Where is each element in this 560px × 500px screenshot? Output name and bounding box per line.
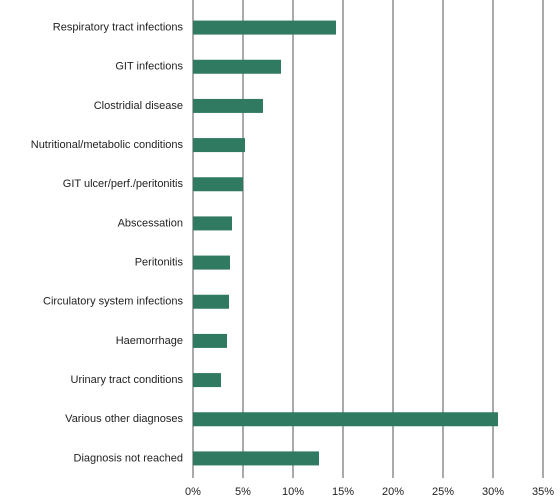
bar xyxy=(193,294,229,309)
bar xyxy=(193,138,245,153)
y-tick-label: Abscessation xyxy=(118,217,183,229)
x-tick-label: 10% xyxy=(282,486,304,498)
bar xyxy=(193,59,281,74)
y-tick-label: GIT ulcer/perf./peritonitis xyxy=(63,178,184,190)
x-tick-label: 25% xyxy=(432,486,454,498)
x-tick-label: 20% xyxy=(382,486,404,498)
y-tick-label: Diagnosis not reached xyxy=(74,452,183,464)
x-tick-label: 5% xyxy=(235,486,251,498)
y-tick-label: Clostridial disease xyxy=(94,100,183,112)
x-tick-label: 35% xyxy=(532,486,554,498)
bar xyxy=(193,373,221,388)
x-tick-label: 15% xyxy=(332,486,354,498)
bar xyxy=(193,98,263,113)
y-tick-label: GIT infections xyxy=(115,61,183,73)
y-tick-label: Peritonitis xyxy=(135,256,184,268)
bar xyxy=(193,177,243,192)
bar xyxy=(193,216,232,231)
bar xyxy=(193,255,230,270)
x-tick-label: 30% xyxy=(482,486,504,498)
x-tick-label: 0% xyxy=(185,486,201,498)
bar xyxy=(193,20,336,35)
y-tick-label: Circulatory system infections xyxy=(43,296,183,308)
bar xyxy=(193,333,227,348)
y-tick-label: Urinary tract conditions xyxy=(71,374,184,386)
y-tick-label: Various other diagnoses xyxy=(65,413,183,425)
bar xyxy=(193,412,498,427)
y-tick-label: Haemorrhage xyxy=(116,335,183,347)
y-tick-label: Respiratory tract infections xyxy=(53,21,184,33)
y-tick-label: Nutritional/metabolic conditions xyxy=(31,139,184,151)
bar xyxy=(193,451,319,466)
